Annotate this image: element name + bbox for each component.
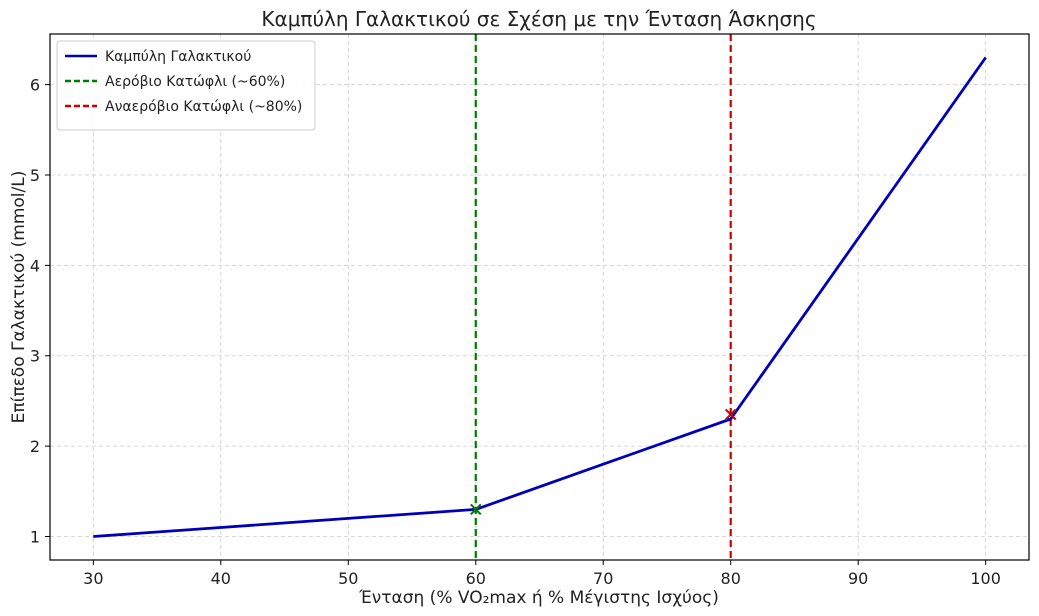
y-tick-label: 3 bbox=[30, 347, 40, 366]
legend-label: Αναερόβιο Κατώφλι (~80%) bbox=[105, 99, 302, 115]
y-tick-label: 5 bbox=[30, 166, 40, 185]
x-tick-label: 50 bbox=[338, 569, 358, 588]
y-tick-label: 2 bbox=[30, 437, 40, 456]
x-tick-label: 90 bbox=[848, 569, 868, 588]
legend: Καμπύλη Γαλακτικού Αερόβιο Κατώφλι (~60%)… bbox=[56, 40, 316, 131]
legend-label: Καμπύλη Γαλακτικού bbox=[105, 49, 251, 65]
x-tick-label: 70 bbox=[593, 569, 613, 588]
threshold-marker-1 bbox=[470, 503, 482, 516]
x-axis-label: Ένταση (% VO₂max ή % Μέγιστης Ισχύος) bbox=[358, 588, 719, 608]
series-line-1 bbox=[93, 56, 987, 538]
x-tick-label: 60 bbox=[466, 569, 486, 588]
x-tick-label: 40 bbox=[211, 569, 231, 588]
chart-title: Καμπύλη Γαλακτικού σε Σχέση με την Έντασ… bbox=[261, 7, 816, 31]
y-axis-label: Επίπεδο Γαλακτικού (mmol/L) bbox=[9, 171, 29, 424]
x-tick-label: 100 bbox=[970, 569, 1001, 588]
x-tick-label: 80 bbox=[721, 569, 741, 588]
x-tick-label: 30 bbox=[83, 569, 103, 588]
threshold-marker-2 bbox=[725, 408, 737, 421]
y-tick-label: 6 bbox=[30, 76, 40, 95]
plot-frame bbox=[49, 33, 1030, 561]
y-tick-label: 4 bbox=[30, 256, 40, 275]
threshold-markers bbox=[470, 408, 737, 516]
series-layer bbox=[93, 56, 987, 538]
y-axis-ticks: 1 2 3 4 5 6 bbox=[30, 76, 50, 547]
legend-box bbox=[56, 40, 316, 131]
y-tick-label: 1 bbox=[30, 528, 40, 547]
legend-label: Αερόβιο Κατώφλι (~60%) bbox=[105, 74, 285, 90]
x-axis-ticks: 30 40 50 60 70 80 90 100 bbox=[83, 560, 1001, 588]
